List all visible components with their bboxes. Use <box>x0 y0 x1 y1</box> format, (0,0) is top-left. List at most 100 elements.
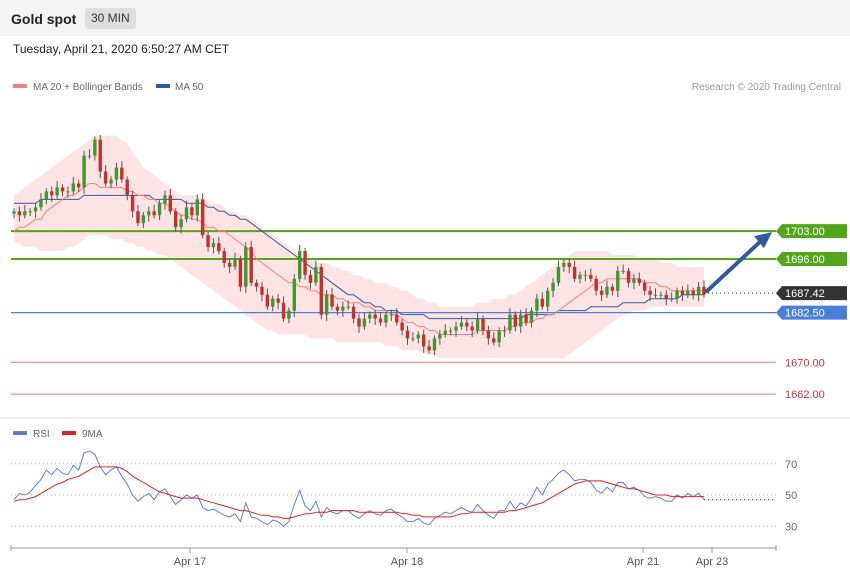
candle-body <box>319 266 323 315</box>
candle-body <box>17 211 22 216</box>
instrument-title: Gold spot <box>11 11 77 27</box>
candle-body <box>616 270 620 291</box>
resistance-label: 1703.00 <box>785 226 825 238</box>
candle-body <box>287 310 291 319</box>
current-price-label-box <box>776 286 847 301</box>
candle-body <box>98 139 102 172</box>
candle-body <box>502 330 507 332</box>
rsi-tick-label: 30 <box>785 521 797 533</box>
rsi-ma-line <box>13 466 704 519</box>
candle-body <box>66 191 70 193</box>
candle-body <box>411 338 415 340</box>
rsi-panel: 70 50 30 <box>11 450 797 533</box>
candle-body <box>669 298 674 300</box>
candle-body <box>12 211 16 214</box>
candle-body <box>157 203 162 216</box>
forecast-arrow-head <box>754 232 772 249</box>
candle-body <box>71 183 75 192</box>
rsi-legend-label: RSI <box>33 429 50 440</box>
candle-body <box>519 314 523 327</box>
candle-body <box>680 290 685 295</box>
rsi-line <box>13 450 705 527</box>
interval-badge[interactable]: 30 MIN <box>85 8 136 29</box>
x-tick-label: Apr 17 <box>174 556 206 568</box>
candle-body <box>152 211 156 216</box>
candle-body <box>298 251 302 279</box>
candle-body <box>357 318 361 327</box>
candle-body <box>292 278 297 311</box>
candle-body <box>702 286 706 295</box>
candle-body <box>184 207 189 220</box>
candle-body <box>217 243 221 252</box>
candle-body <box>675 290 679 299</box>
candle-body <box>50 191 54 196</box>
candle-body <box>454 326 458 331</box>
candle-body <box>109 179 113 184</box>
candle-body <box>465 322 469 327</box>
candle-body <box>276 298 280 303</box>
candle-body <box>28 211 32 213</box>
candle-body <box>535 298 539 311</box>
candle-body <box>82 155 86 188</box>
candle-body <box>524 314 528 323</box>
rsi-legend-swatch <box>13 431 27 435</box>
candle-body <box>200 199 205 236</box>
candle-body <box>368 314 372 319</box>
candle-body <box>567 262 571 267</box>
candle-body <box>265 294 270 307</box>
target-label: 1662.00 <box>785 389 825 401</box>
candle-body <box>362 318 367 327</box>
support-label: 1682.50 <box>785 308 825 320</box>
current-price-label: 1687.42 <box>785 288 825 300</box>
candle-body <box>114 167 119 180</box>
candle-body <box>163 195 167 204</box>
candle-body <box>610 286 615 291</box>
candle-body <box>545 290 550 307</box>
candle-body <box>475 318 480 331</box>
candle-body <box>470 326 474 331</box>
candle-body <box>222 251 226 263</box>
candle-body <box>211 243 216 248</box>
x-tick-label: Apr 18 <box>391 556 423 568</box>
candle-body <box>421 334 426 347</box>
candle-body <box>529 310 534 323</box>
candle-body <box>23 211 27 216</box>
candle-body <box>174 211 178 228</box>
candle-body <box>432 338 437 351</box>
candle-body <box>405 330 410 339</box>
candle-body <box>141 215 146 224</box>
candle-body <box>389 314 394 316</box>
credit-text: Research © 2020 Trading Central <box>692 82 841 93</box>
candle-body <box>438 334 442 339</box>
rsi-tick-label: 50 <box>785 490 797 502</box>
x-axis: Apr 17 Apr 18 Apr 21 Apr 23 <box>10 545 777 568</box>
candle-body <box>314 266 318 283</box>
ma50-legend-label: MA 50 <box>175 82 204 93</box>
candle-body <box>508 314 512 331</box>
ma9-legend-swatch <box>62 431 76 435</box>
candle-body <box>637 278 642 283</box>
ma20-legend-swatch <box>13 84 27 88</box>
candle-body <box>626 270 631 283</box>
candle-body <box>551 282 555 291</box>
candle-body <box>659 294 663 296</box>
candle-body <box>664 294 668 299</box>
candle-body <box>492 338 496 343</box>
candle-body <box>486 330 491 339</box>
candle-body <box>400 322 404 331</box>
resistance-label-box <box>776 251 847 266</box>
candle-body <box>260 286 264 295</box>
candle-body <box>513 314 518 327</box>
candle-body <box>643 282 647 291</box>
candle-body <box>341 306 345 311</box>
candle-body <box>125 179 129 196</box>
candle-body <box>254 282 259 287</box>
candle-body <box>33 207 38 212</box>
candle-body <box>416 334 420 339</box>
resistance-label: 1696.00 <box>785 254 825 266</box>
candle-body <box>44 191 49 200</box>
candle-body <box>605 286 609 295</box>
candle-body <box>448 330 453 332</box>
candle-body <box>120 167 124 180</box>
